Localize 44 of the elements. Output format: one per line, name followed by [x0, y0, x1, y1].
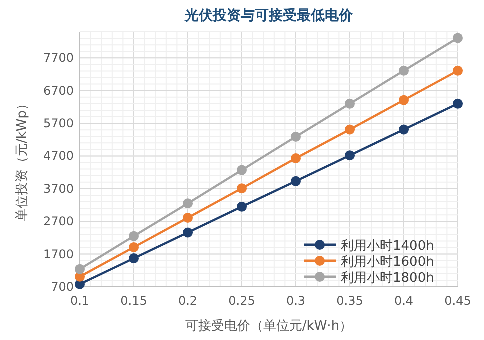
x-tick-label: 0.3 [286, 294, 306, 308]
y-tick-label: 7700 [43, 51, 74, 66]
y-axis-title: 单位投资（元/kWp） [15, 97, 30, 222]
point [399, 95, 409, 106]
legend-label: 利用小时1400h [341, 239, 434, 254]
point [75, 264, 85, 274]
y-tick-label: 3700 [43, 182, 74, 196]
x-tick-label: 0.1 [70, 294, 90, 308]
point [129, 254, 139, 264]
chart-title: 光伏投资与可接受最低电价 [184, 7, 354, 24]
legend-label: 利用小时1800h [341, 271, 434, 286]
legend-label: 利用小时1600h [341, 255, 434, 270]
point [291, 132, 301, 142]
point [237, 165, 247, 176]
point [291, 176, 301, 186]
point [399, 66, 409, 76]
x-tick-label: 0.35 [336, 294, 364, 308]
point [345, 124, 355, 135]
x-tick-label: 0.4 [394, 294, 414, 308]
point [399, 124, 409, 135]
x-axis-title: 可接受电价（单位元/kW·h） [185, 319, 353, 334]
point [291, 154, 301, 164]
point [345, 150, 355, 161]
point [453, 98, 463, 109]
x-tick-label: 0.25 [228, 294, 256, 308]
point [129, 231, 139, 242]
x-tick-label: 0.2 [178, 294, 198, 308]
x-tick-label: 0.15 [120, 294, 148, 308]
y-tick-label: 1700 [43, 247, 74, 262]
y-tick-label: 4700 [43, 149, 74, 164]
y-tick-label: 6700 [43, 84, 74, 98]
point [129, 242, 139, 252]
y-tick-label: 5700 [43, 116, 74, 131]
point [183, 213, 193, 224]
y-tick-label: 2700 [43, 214, 74, 229]
point [183, 228, 193, 238]
x-tick-label: 0.45 [444, 294, 472, 308]
point [237, 202, 247, 212]
point [453, 33, 463, 44]
point [183, 198, 193, 209]
point [237, 184, 247, 194]
point [345, 98, 355, 109]
y-tick-label: 700 [51, 280, 74, 294]
point [453, 66, 463, 76]
